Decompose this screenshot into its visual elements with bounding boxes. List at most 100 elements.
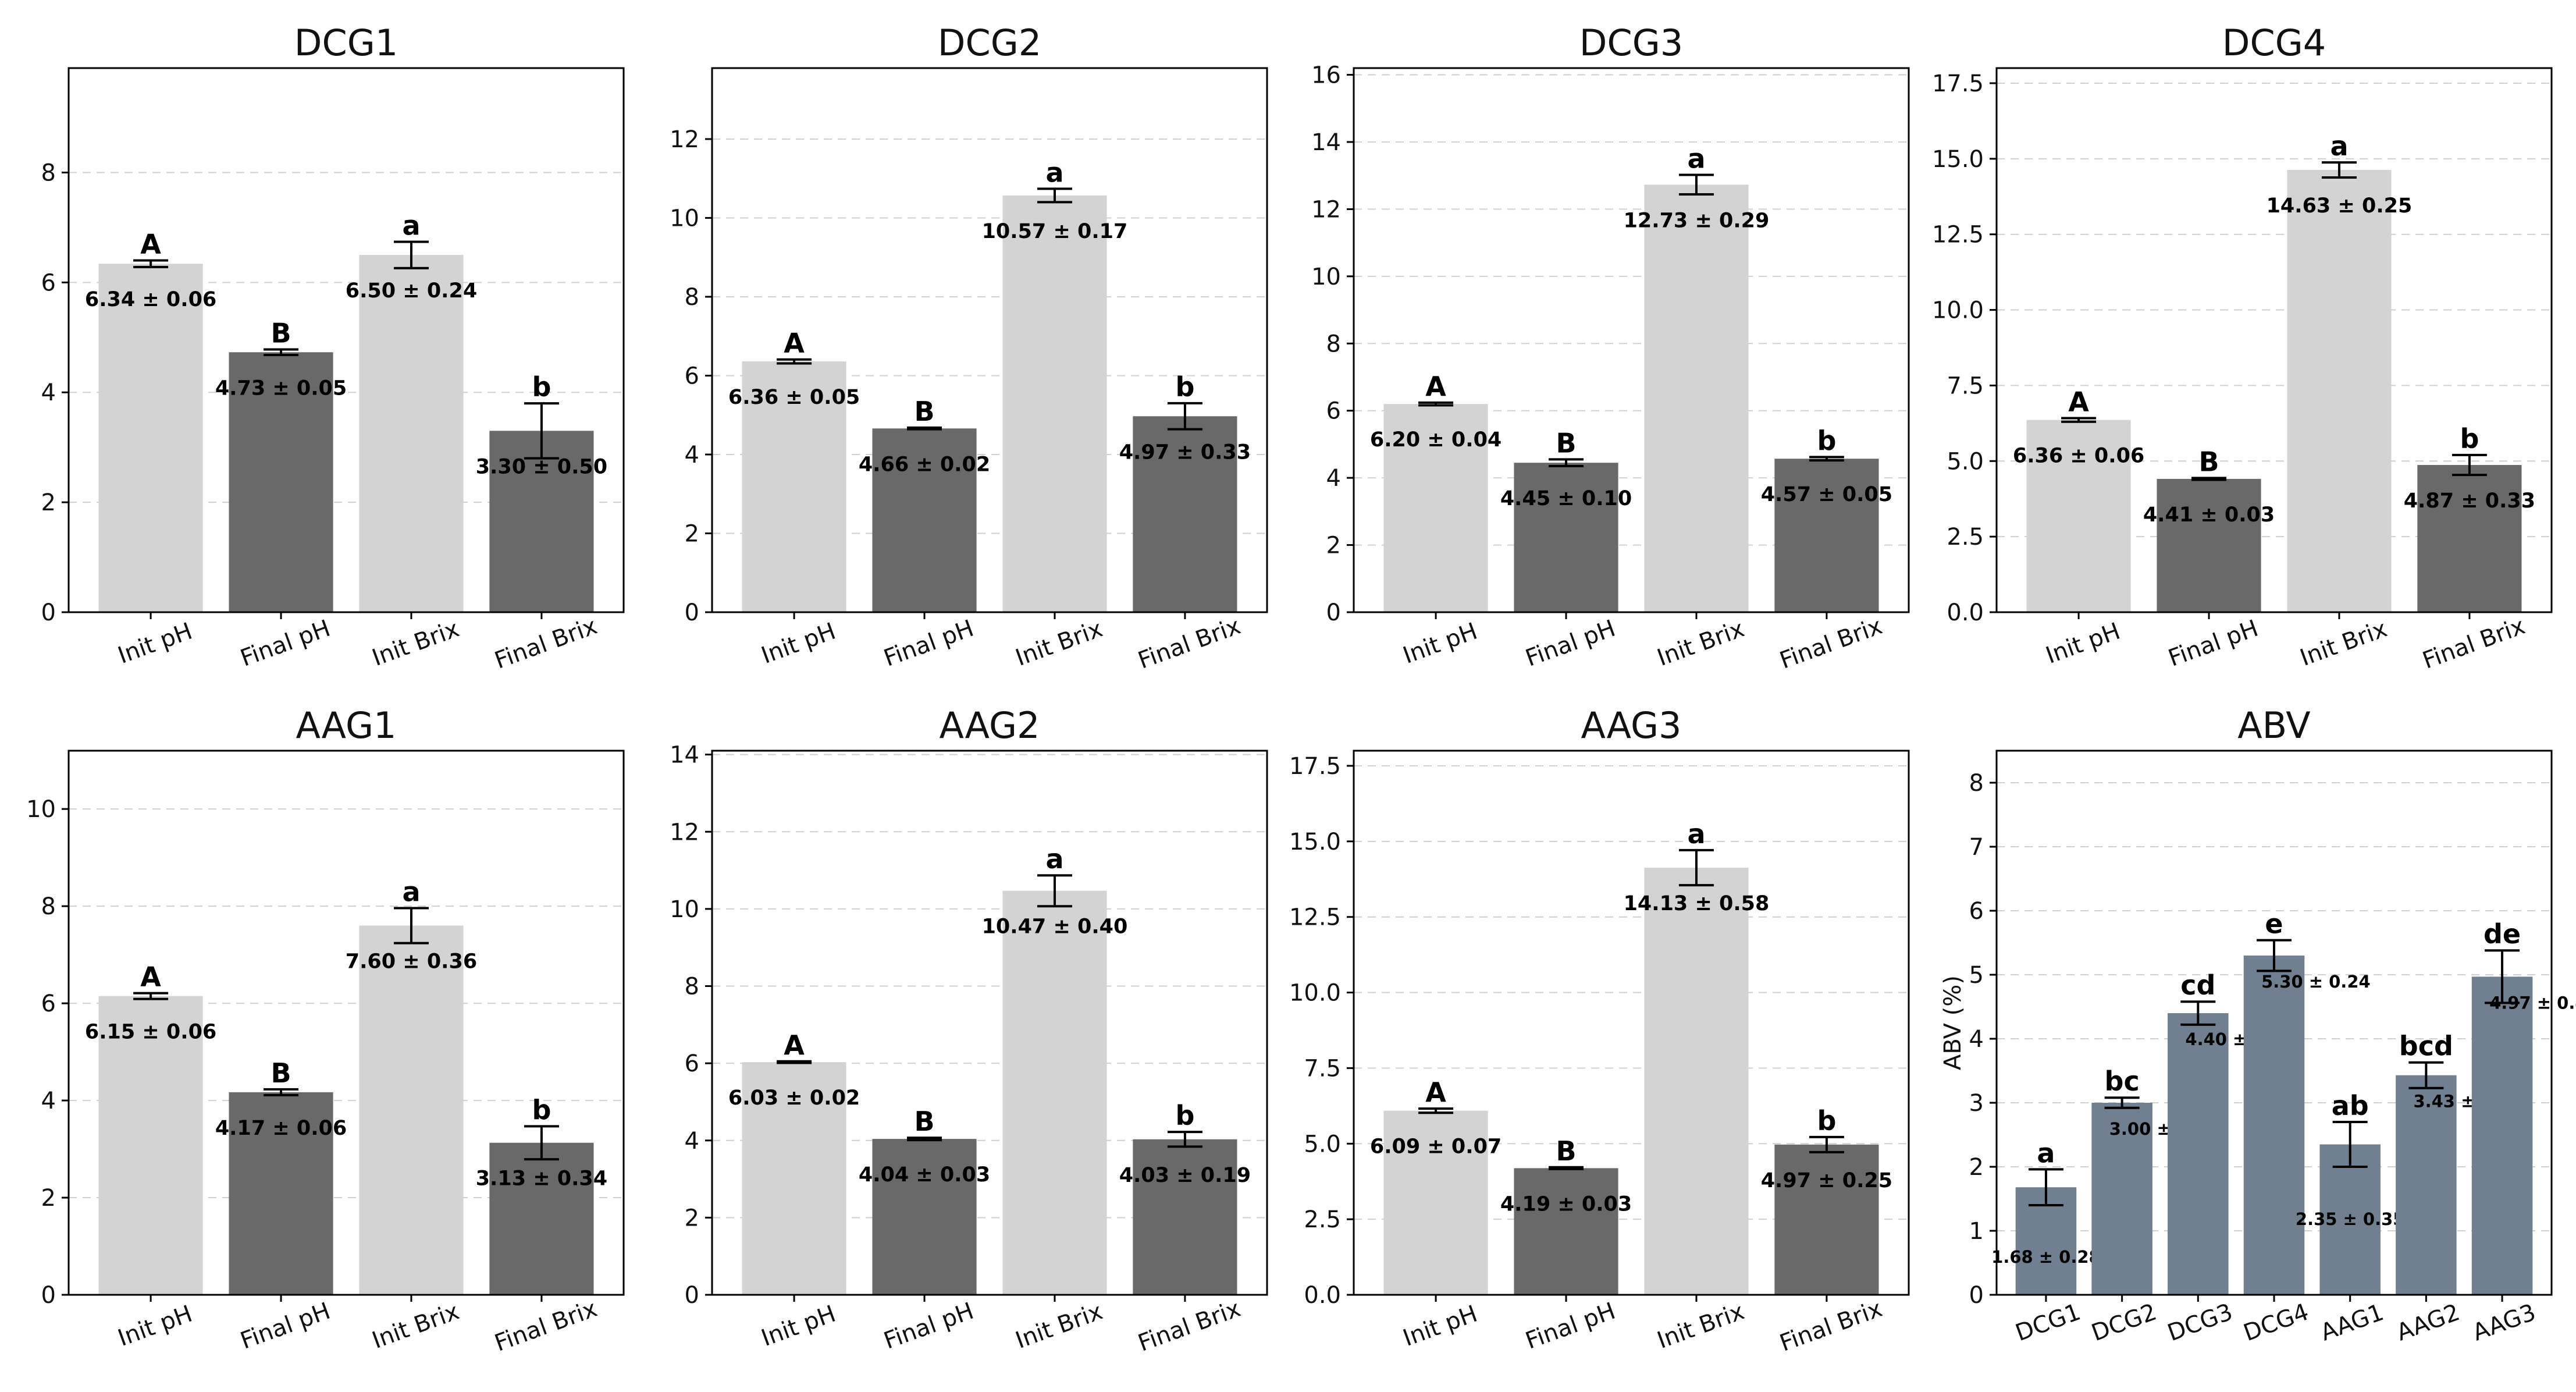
x-tick-label: Final pH (880, 615, 977, 672)
data-label: 10.57 ± 0.17 (982, 220, 1128, 243)
significance-letter: a (2037, 1137, 2055, 1169)
y-tick-label: 8 (41, 893, 56, 920)
y-tick-label: 2 (1969, 1154, 1984, 1181)
data-label: 4.97 ± 0.25 (1761, 1169, 1892, 1192)
x-tick-label: Init Brix (1654, 1298, 1748, 1354)
y-tick-label: 0 (685, 599, 699, 626)
x-tick-label: Final Brix (1134, 613, 1244, 674)
chart-title: DCG1 (294, 22, 399, 64)
chart-panel-dcg2: DCG2 0 2 4 6 8 10 12 A 6.36 ± 0.05 Init pH B 4.66 ± … (670, 22, 1268, 674)
significance-letter: a (1045, 157, 1063, 188)
plot-frame (67, 750, 625, 1296)
y-tick-label: 0 (685, 1282, 699, 1309)
y-tick-label: 8 (685, 974, 699, 1000)
bar (2471, 976, 2533, 1295)
y-tick-label: 4 (685, 442, 699, 468)
chart-title: DCG2 (938, 22, 1042, 64)
y-tick-label: 17.5 (1289, 753, 1341, 780)
data-label: 1.68 ± 0.28 (1991, 1247, 2101, 1267)
y-tick-label: 7 (1969, 834, 1984, 861)
data-label: 4.97 ± 0.33 (1119, 441, 1251, 464)
y-tick-label: 8 (1326, 331, 1341, 357)
bar (1644, 184, 1749, 613)
y-tick-label: 4 (685, 1128, 699, 1155)
chart-panel-aag2: AAG2 0 2 4 6 8 10 12 14 A 6.03 ± 0.02 Init pH B 4.04 … (670, 704, 1268, 1357)
data-label: 7.60 ± 0.36 (346, 950, 477, 974)
significance-letter: e (2265, 908, 2283, 940)
bar (1002, 195, 1107, 612)
y-tick-label: 7.5 (1947, 372, 1984, 399)
plot-frame (1995, 67, 2553, 613)
bar (1383, 404, 1488, 612)
bar (1002, 890, 1107, 1295)
data-label: 4.66 ± 0.02 (859, 453, 990, 476)
significance-letter: B (1556, 1135, 1576, 1167)
data-label: 14.63 ± 0.25 (2267, 194, 2413, 218)
y-tick-label: 4 (41, 1088, 56, 1114)
significance-letter: B (914, 396, 934, 427)
significance-letter: cd (2180, 970, 2215, 1001)
data-label: 4.17 ± 0.06 (215, 1117, 347, 1140)
y-tick-label: 6 (41, 990, 56, 1017)
y-tick-label: 14 (670, 742, 699, 769)
x-tick-label: Init Brix (1012, 1298, 1106, 1354)
significance-letter: a (402, 209, 420, 241)
y-tick-label: 0 (41, 1282, 56, 1309)
bar (98, 264, 203, 612)
bar (359, 255, 464, 613)
x-tick-label: DCG4 (2240, 1298, 2312, 1347)
y-tick-label: 14 (1311, 129, 1341, 156)
plot-frame (711, 750, 1268, 1296)
x-tick-label: Final pH (2165, 615, 2261, 672)
bar (1514, 1168, 1618, 1295)
significance-letter: a (1045, 843, 1063, 875)
bar (1514, 463, 1618, 612)
significance-letter: A (784, 1029, 805, 1061)
y-tick-label: 10 (26, 796, 56, 823)
y-tick-label: 0 (1326, 599, 1341, 626)
y-tick-label: 0 (41, 599, 56, 626)
data-label: 4.41 ± 0.03 (2143, 503, 2275, 527)
data-label: 2.35 ± 0.35 (2296, 1209, 2405, 1229)
y-tick-label: 2 (41, 489, 56, 516)
y-tick-label: 2 (685, 1205, 699, 1231)
y-tick-label: 4 (1969, 1026, 1984, 1053)
y-tick-label: 16 (1311, 62, 1341, 89)
y-tick-label: 6 (685, 1050, 699, 1077)
x-tick-label: AAG1 (2317, 1299, 2388, 1346)
y-tick-label: 12.5 (1289, 904, 1341, 931)
bar (1774, 459, 1879, 612)
y-tick-label: 15.0 (1932, 146, 1984, 173)
significance-letter: B (914, 1106, 934, 1137)
data-label: 4.03 ± 0.19 (1119, 1164, 1251, 1187)
y-tick-label: 10.0 (1289, 980, 1341, 1007)
data-label: 4.45 ± 0.10 (1500, 487, 1632, 510)
bar (2026, 420, 2131, 612)
y-tick-label: 8 (685, 284, 699, 311)
bar (98, 996, 203, 1295)
x-tick-label: Init Brix (369, 616, 463, 672)
x-tick-label: Final Brix (491, 1295, 600, 1357)
x-tick-label: Final pH (1522, 615, 1618, 672)
significance-letter: B (271, 318, 291, 349)
significance-letter: A (784, 328, 805, 359)
x-tick-label: Init pH (115, 618, 196, 669)
data-label: 6.36 ± 0.05 (728, 386, 860, 409)
bar (2243, 956, 2305, 1295)
x-tick-label: AAG3 (2469, 1299, 2539, 1346)
x-tick-label: Final Brix (1134, 1295, 1244, 1357)
y-tick-label: 8 (1969, 770, 1984, 797)
x-tick-label: Final pH (880, 1298, 977, 1355)
data-label: 5.30 ± 0.24 (2261, 972, 2371, 992)
chart-title: AAG2 (940, 704, 1040, 747)
significance-letter: b (2460, 423, 2479, 454)
y-tick-label: 0.0 (1304, 1282, 1341, 1309)
x-tick-label: Init Brix (369, 1298, 463, 1354)
significance-letter: A (140, 229, 161, 260)
data-label: 3.30 ± 0.50 (476, 455, 607, 478)
bar (359, 925, 464, 1295)
y-tick-label: 2 (41, 1185, 56, 1212)
chart-panel-dcg4: DCG4 0.0 2.5 5.0 7.5 10.0 12.5 15.0 17.5 A 6.36 ± … (1932, 22, 2553, 674)
chart-panel-dcg1: DCG1 0 2 4 6 8 A 6.34 ± 0.06 Init pH B 4.73 ± 0.05… (41, 22, 625, 674)
x-tick-label: AAG2 (2393, 1299, 2464, 1346)
